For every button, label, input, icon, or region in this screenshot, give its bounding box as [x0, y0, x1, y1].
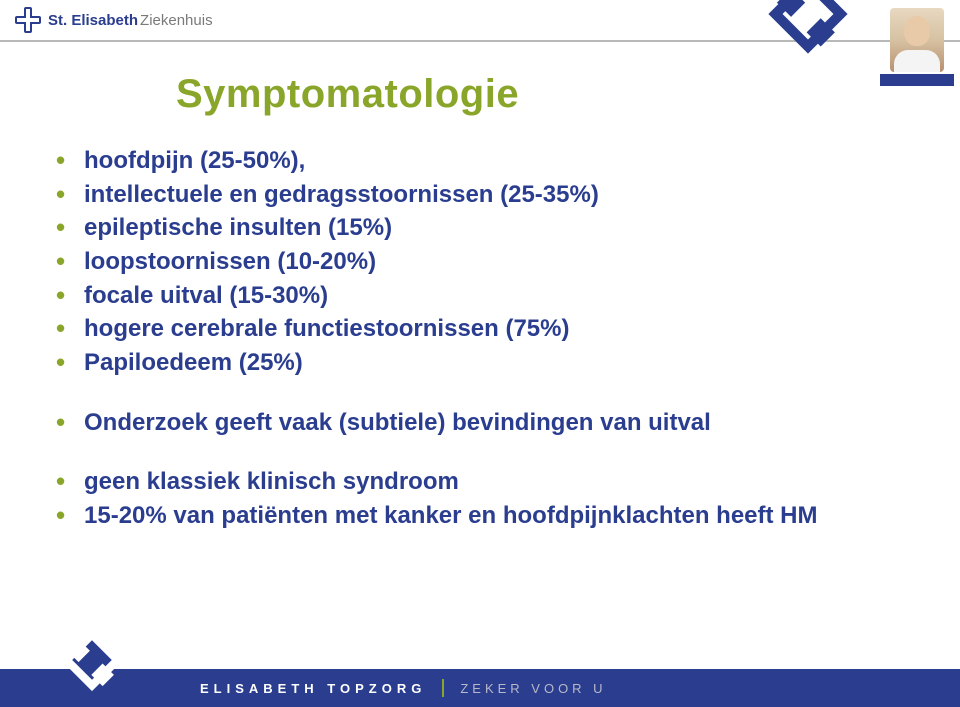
- bullet-item: loopstoornissen (10-20%): [56, 246, 920, 278]
- bullet-item: Papiloedeem (25%): [56, 347, 920, 379]
- slide: St. Elisabeth Ziekenhuis Symptomatolog: [0, 0, 960, 707]
- bullet-item: focale uitval (15-30%): [56, 280, 920, 312]
- content: Symptomatologie hoofdpijn (25-50%),intel…: [56, 72, 920, 534]
- bullet-item: Onderzoek geeft vaak (subtiele) bevindin…: [56, 407, 920, 439]
- bullet-item: epileptische insulten (15%): [56, 212, 920, 244]
- header: St. Elisabeth Ziekenhuis: [0, 0, 960, 48]
- bullet-list-1: hoofdpijn (25-50%),intellectuele en gedr…: [56, 145, 920, 379]
- hospital-logo: St. Elisabeth Ziekenhuis: [14, 6, 213, 34]
- footer-diamond-icon: [52, 638, 140, 703]
- bullet-item: hoofdpijn (25-50%),: [56, 145, 920, 177]
- footer-separator: [442, 679, 444, 697]
- page-title: Symptomatologie: [176, 72, 920, 117]
- cross-icon: [14, 6, 42, 34]
- footer-text: ELISABETH TOPZORG ZEKER VOOR U: [200, 679, 607, 697]
- diamond-icon: [760, 0, 870, 65]
- bullet-item: hogere cerebrale functiestoornissen (75%…: [56, 313, 920, 345]
- bullet-list-2: Onderzoek geeft vaak (subtiele) bevindin…: [56, 407, 920, 439]
- bullet-item: geen klassiek klinisch syndroom: [56, 466, 920, 498]
- footer-left: ELISABETH TOPZORG: [200, 681, 426, 696]
- bullet-list-3: geen klassiek klinisch syndroom15-20% va…: [56, 466, 920, 531]
- footer-right: ZEKER VOOR U: [460, 681, 606, 696]
- logo-text-strong: St. Elisabeth: [48, 12, 138, 29]
- footer: ELISABETH TOPZORG ZEKER VOOR U: [0, 669, 960, 707]
- bullet-item: intellectuele en gedragsstoornissen (25-…: [56, 179, 920, 211]
- bullet-item: 15-20% van patiënten met kanker en hoofd…: [56, 500, 920, 532]
- logo-text-light: Ziekenhuis: [140, 12, 213, 29]
